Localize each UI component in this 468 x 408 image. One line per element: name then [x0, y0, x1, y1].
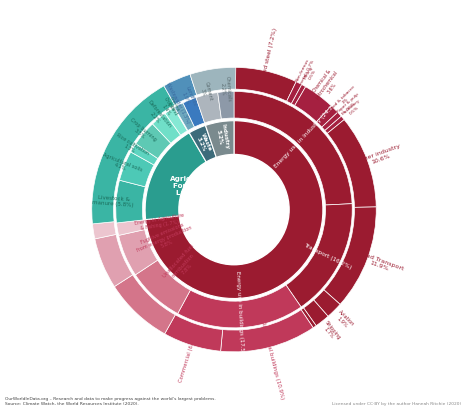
Text: Waste
3.2%: Waste 3.2%	[195, 132, 212, 154]
Text: Iron and steel (7.2%): Iron and steel (7.2%)	[259, 27, 278, 89]
Wedge shape	[286, 204, 352, 307]
Text: Agricultural soils
4.1%: Agricultural soils 4.1%	[100, 152, 143, 177]
Text: Other industry
10.6%: Other industry 10.6%	[357, 143, 403, 169]
Wedge shape	[316, 106, 338, 127]
Wedge shape	[301, 308, 316, 328]
Text: Rice cultivation
1.3%: Rice cultivation 1.3%	[112, 132, 149, 161]
Wedge shape	[174, 107, 188, 131]
Wedge shape	[218, 91, 234, 119]
Text: Transport (16.2%): Transport (16.2%)	[303, 242, 353, 270]
Text: Deforestation
2.2%: Deforestation 2.2%	[142, 100, 172, 133]
Text: Chemicals
2.2%: Chemicals 2.2%	[219, 76, 232, 102]
Text: OurWorldInData.org – Research and data to make progress against the world’s larg: OurWorldInData.org – Research and data t…	[5, 397, 215, 406]
Text: Energy: Energy	[218, 206, 277, 221]
Wedge shape	[145, 133, 234, 220]
Text: Cropland
1.4%: Cropland 1.4%	[158, 97, 178, 120]
Text: Non-ferrous
metals 0.7%: Non-ferrous metals 0.7%	[295, 57, 315, 85]
Wedge shape	[324, 207, 376, 304]
Text: Agriculture,
Forestry &
Land Use
18.4%: Agriculture, Forestry & Land Use 18.4%	[170, 176, 219, 203]
Wedge shape	[175, 103, 195, 131]
Wedge shape	[190, 67, 236, 95]
Wedge shape	[135, 260, 190, 314]
Text: Machinery
0.5%: Machinery 0.5%	[342, 99, 365, 120]
Text: Energy use in Industry (24.2%): Energy use in Industry (24.2%)	[273, 99, 340, 169]
Wedge shape	[136, 124, 171, 159]
Text: Paper & pulp
0.6%: Paper & pulp 0.6%	[336, 93, 363, 118]
Wedge shape	[295, 87, 331, 122]
Wedge shape	[114, 275, 176, 334]
Text: Industry
5.2%: Industry 5.2%	[214, 123, 229, 151]
Wedge shape	[292, 84, 306, 106]
Wedge shape	[131, 144, 158, 165]
Wedge shape	[205, 121, 234, 210]
Wedge shape	[165, 108, 187, 135]
Wedge shape	[325, 116, 344, 133]
Text: Cement
3%: Cement 3%	[198, 81, 214, 103]
Wedge shape	[93, 222, 116, 239]
Text: Food & tobacco
1%: Food & tobacco 1%	[329, 84, 359, 115]
Wedge shape	[220, 310, 313, 352]
Text: Livestock &
manure (5.8%): Livestock & manure (5.8%)	[92, 195, 134, 208]
Wedge shape	[116, 180, 145, 223]
Text: Mining
0.5%: Mining 0.5%	[303, 66, 318, 82]
Text: Grazing
0.1%: Grazing 0.1%	[165, 96, 181, 114]
Wedge shape	[92, 86, 175, 224]
Wedge shape	[178, 285, 301, 328]
Text: Wastewater (1.3%): Wastewater (1.3%)	[165, 82, 190, 124]
Text: Chemical &
petrochemical
3.6%: Chemical & petrochemical 3.6%	[310, 66, 344, 104]
Wedge shape	[164, 74, 197, 105]
Text: Unallocated fuel
combustion
7.8%: Unallocated fuel combustion 7.8%	[162, 244, 204, 287]
Text: Commercial (6.6%): Commercial (6.6%)	[178, 333, 198, 383]
Wedge shape	[196, 93, 221, 123]
Wedge shape	[119, 152, 154, 187]
Wedge shape	[183, 98, 205, 127]
Text: Energy in Agriculture
& Fishing (1.7%): Energy in Agriculture & Fishing (1.7%)	[134, 213, 185, 232]
Wedge shape	[165, 315, 223, 351]
Text: Landfills
1.9%: Landfills 1.9%	[180, 86, 197, 109]
Wedge shape	[117, 220, 145, 235]
Wedge shape	[189, 125, 234, 210]
Wedge shape	[118, 230, 158, 275]
Wedge shape	[146, 121, 323, 299]
Wedge shape	[95, 235, 133, 286]
Text: Energy use in buildings (17.5%): Energy use in buildings (17.5%)	[235, 271, 244, 358]
Text: Fugitive emissions
from energy production
5.8%: Fugitive emissions from energy productio…	[134, 220, 195, 258]
Text: Aviation
1.9%: Aviation 1.9%	[333, 309, 355, 331]
Text: Road Transport
11.9%: Road Transport 11.9%	[356, 251, 404, 277]
Wedge shape	[287, 82, 302, 104]
Text: Residential buildings (10.9%): Residential buildings (10.9%)	[260, 321, 285, 400]
Wedge shape	[327, 120, 376, 207]
Circle shape	[179, 155, 289, 265]
Text: 73.2%: 73.2%	[227, 223, 267, 236]
Text: Crop burning
3.5%: Crop burning 3.5%	[125, 117, 158, 146]
Wedge shape	[153, 113, 181, 143]
Wedge shape	[234, 67, 296, 101]
Wedge shape	[322, 112, 341, 131]
Text: Licensed under CC·BY by the author Hannah Ritchie (2020): Licensed under CC·BY by the author Hanna…	[332, 402, 461, 406]
Wedge shape	[234, 91, 352, 205]
Wedge shape	[314, 290, 340, 316]
Wedge shape	[304, 300, 328, 326]
Text: Shipping
1.7%: Shipping 1.7%	[319, 319, 342, 344]
